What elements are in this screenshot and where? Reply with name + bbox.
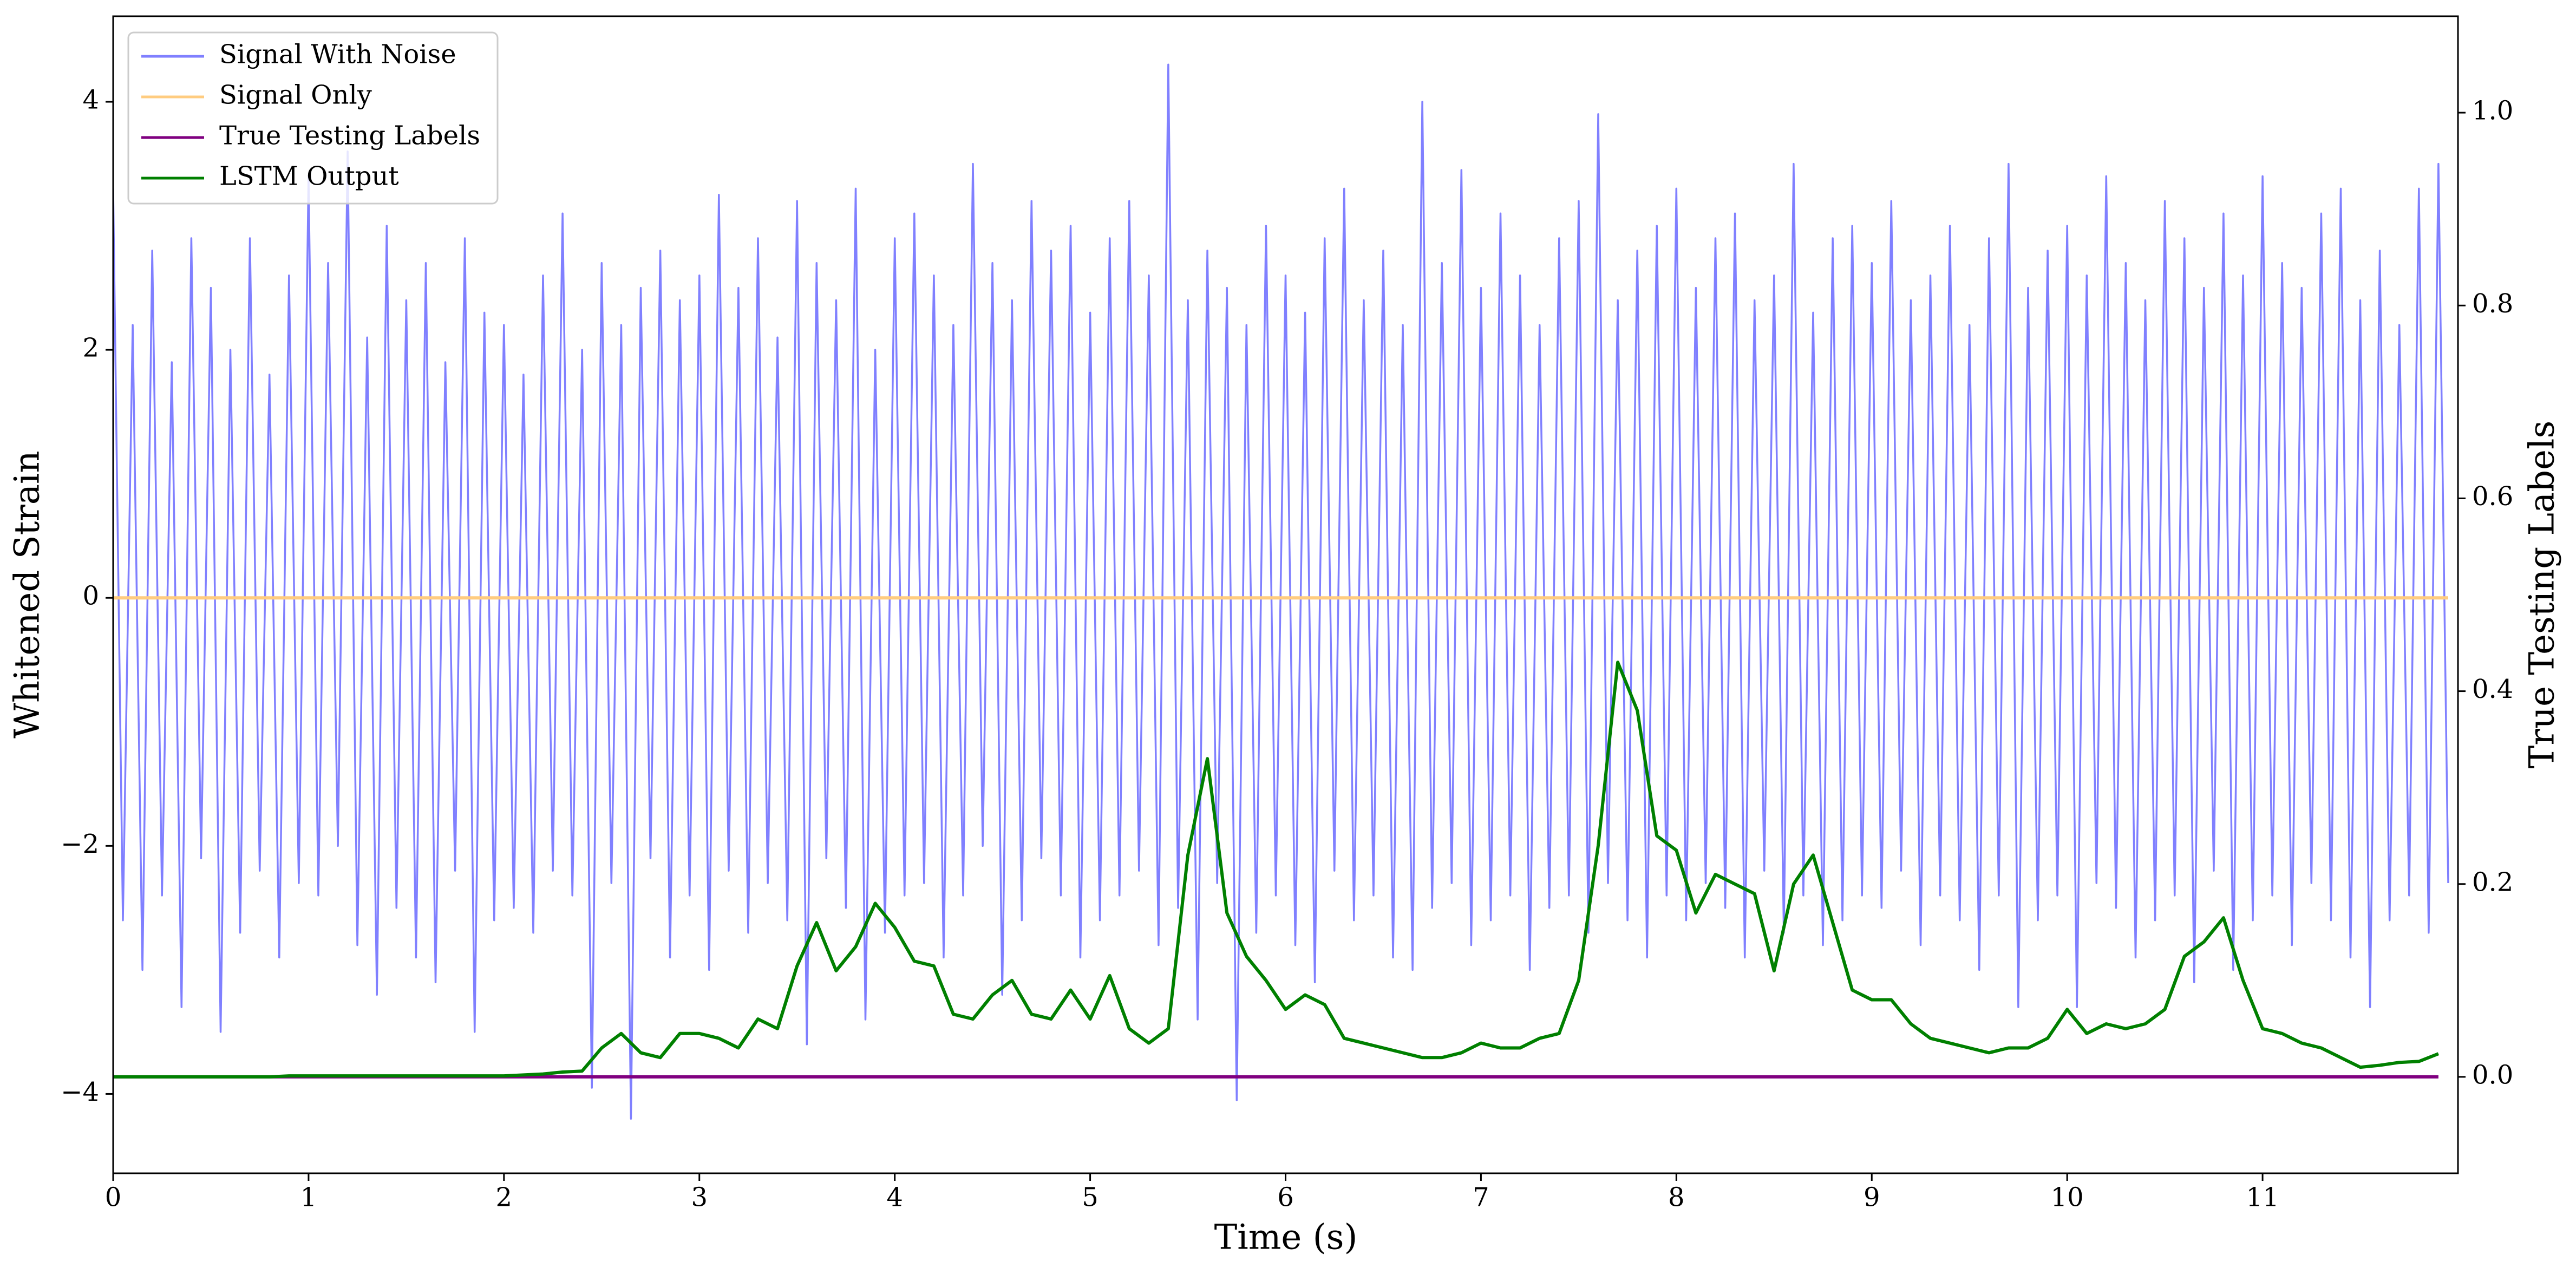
x-tick-label: 10 [2051,1182,2084,1213]
legend-label: True Testing Labels [219,121,480,151]
plot-area [113,63,2449,1120]
x-tick-label: 5 [1082,1182,1099,1213]
y-tick-label: −2 [61,829,99,859]
x-tick-label: 1 [300,1182,317,1213]
series-line [113,661,2439,1079]
legend-label: Signal Only [219,80,372,110]
y2-axis-label: True Testing Labels [2522,421,2562,769]
y2-tick-label: 1.0 [2472,96,2513,126]
y-axis-label: Whitened Strain [8,450,48,738]
y2-tick-label: 0.4 [2472,674,2513,704]
x-tick-label: 8 [1668,1182,1685,1213]
x-tick-label: 4 [886,1182,903,1213]
x-axis-label: Time (s) [1214,1218,1358,1258]
y2-tick-label: 0.8 [2472,289,2513,319]
y-tick-label: 2 [82,333,99,363]
x-tick-label: 2 [496,1182,513,1213]
y2-tick-label: 0.2 [2472,867,2513,897]
x-tick-label: 11 [2246,1182,2279,1213]
y-tick-label: 4 [82,85,99,115]
legend-box [127,31,499,205]
legend-label: LSTM Output [219,161,399,192]
series-line [113,63,2449,1120]
x-tick-label: 6 [1277,1182,1294,1213]
x-tick-label: 0 [105,1182,122,1213]
x-tick-label: 3 [691,1182,708,1213]
legend-label: Signal With Noise [219,40,456,70]
x-tick-label: 9 [1864,1182,1880,1213]
x-tick-label: 7 [1473,1182,1489,1213]
y-tick-label: −4 [61,1077,99,1107]
y-tick-label: 0 [82,581,99,611]
y2-tick-label: 0.6 [2472,481,2513,512]
y2-tick-label: 0.0 [2472,1060,2513,1090]
